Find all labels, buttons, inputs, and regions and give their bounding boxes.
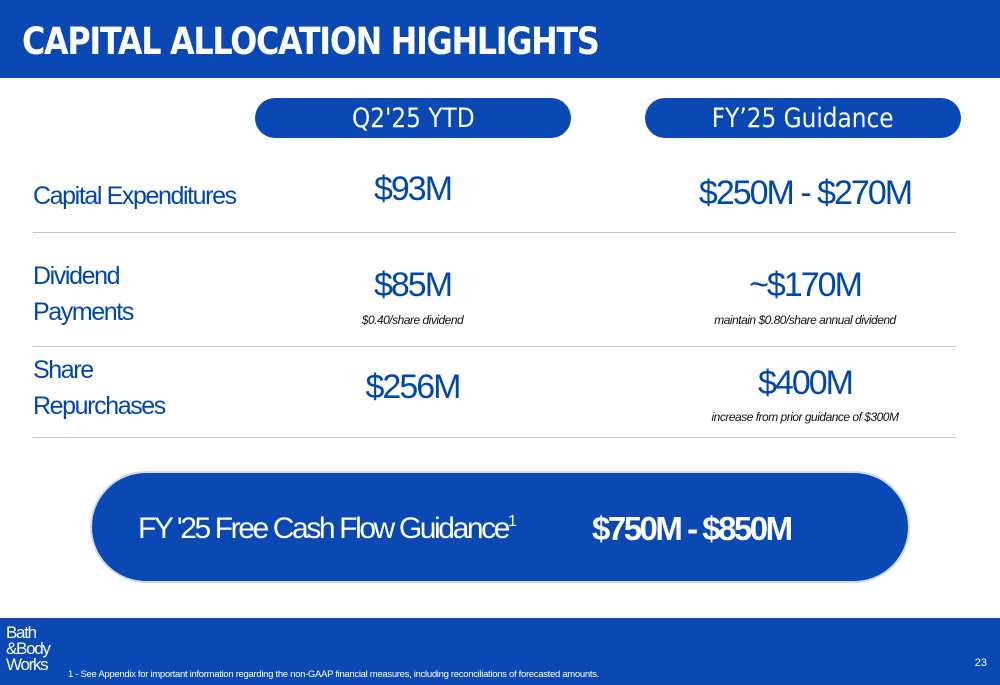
row-label-share-repurchases: Share Repurchases xyxy=(33,352,166,424)
page-title: CAPITAL ALLOCATION HIGHLIGHTS xyxy=(22,20,600,63)
capex-fy-value: $250M - $270M xyxy=(698,174,913,212)
fcf-value: $750M - $850M xyxy=(592,510,793,547)
footnote: 1 - See Appendix for important informati… xyxy=(68,669,599,680)
row-label-line: Payments xyxy=(33,298,134,326)
fcf-footnote-marker: 1 xyxy=(508,513,517,530)
row-divider xyxy=(33,346,956,347)
capex-q2-value: $93M xyxy=(373,170,453,208)
row-divider xyxy=(33,437,956,438)
row-label-line: Dividend xyxy=(33,262,120,290)
dividend-q2-note: $0.40/share dividend xyxy=(361,313,464,327)
free-cash-flow-banner: FY '25 Free Cash Flow Guidance1 $750M - … xyxy=(90,471,910,583)
column-header-q2-ytd: Q2'25 YTD xyxy=(255,98,571,138)
row-label-line: Share xyxy=(33,356,94,384)
dividend-fy-value: ~$170M xyxy=(749,266,863,304)
row-label-line: Capital Expenditures xyxy=(33,182,237,210)
header-bar: CAPITAL ALLOCATION HIGHLIGHTS xyxy=(0,0,1000,78)
repurchase-fy-value: $400M xyxy=(758,364,854,402)
logo-line: Bath xyxy=(6,623,37,642)
page-number: 23 xyxy=(974,657,987,669)
column-header-q2-ytd-label: Q2'25 YTD xyxy=(351,102,475,134)
row-label-dividend-payments: Dividend Payments xyxy=(33,258,134,330)
fcf-label-text: FY '25 Free Cash Flow Guidance xyxy=(138,512,510,545)
row-divider xyxy=(33,232,956,233)
repurchase-fy-note: increase from prior guidance of $300M xyxy=(711,410,899,424)
logo-line: Works xyxy=(6,655,49,674)
row-label-line: Repurchases xyxy=(33,392,166,420)
column-header-fy-guidance-label: FY’25 Guidance xyxy=(712,102,894,134)
logo-line: &Body xyxy=(6,639,51,658)
footer-bar: Bath &Body Works 1 - See Appendix for im… xyxy=(0,618,1000,685)
fcf-label: FY '25 Free Cash Flow Guidance1 xyxy=(138,512,517,546)
brand-logo: Bath &Body Works xyxy=(6,623,58,674)
repurchase-q2-value: $256M xyxy=(365,368,462,406)
column-header-fy-guidance: FY’25 Guidance xyxy=(645,98,961,138)
row-label-capital-expenditures: Capital Expenditures xyxy=(33,178,237,214)
dividend-fy-note: maintain $0.80/share annual dividend xyxy=(714,313,896,327)
dividend-q2-value: $85M xyxy=(373,266,453,304)
